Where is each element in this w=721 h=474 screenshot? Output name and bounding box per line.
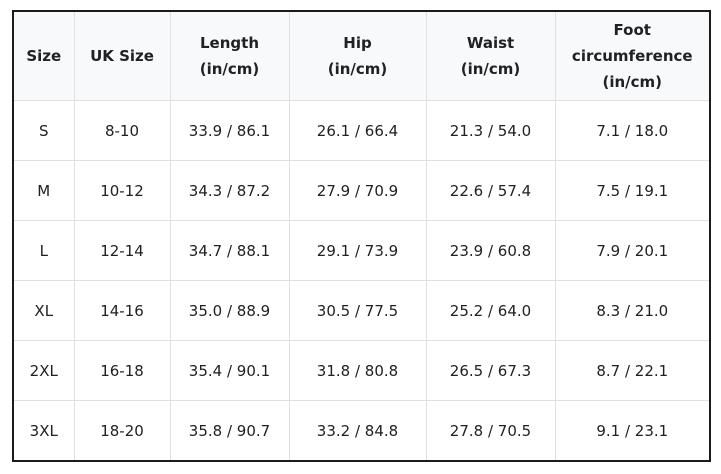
cell-foot-circumference: 7.1 / 18.0 [554,100,711,161]
cell-uk-size: 10-12 [73,160,171,221]
cell-foot-circumference: 9.1 / 23.1 [554,400,711,462]
cell-waist: 21.3 / 54.0 [425,100,556,161]
table-row-xl: XL 14-16 35.0 / 88.9 30.5 / 77.5 25.2 / … [12,280,711,341]
column-header-label: Foot circumference [571,20,693,65]
table-row-s: S 8-10 33.9 / 86.1 26.1 / 66.4 21.3 / 54… [12,100,711,161]
cell-foot-circumference: 7.5 / 19.1 [554,160,711,221]
cell-hip: 27.9 / 70.9 [288,160,427,221]
column-header-label: Waist [466,33,515,52]
cell-size: XL [12,280,75,341]
cell-size: 3XL [12,400,75,462]
cell-foot-circumference: 8.3 / 21.0 [554,280,711,341]
column-header-label: Length [200,33,259,52]
cell-waist: 25.2 / 64.0 [425,280,556,341]
cell-hip: 33.2 / 84.8 [288,400,427,462]
column-header-size: Size [12,10,75,101]
cell-uk-size: 18-20 [73,400,171,462]
column-header-label: UK Size [90,46,154,65]
table-row-2xl: 2XL 16-18 35.4 / 90.1 31.8 / 80.8 26.5 /… [12,340,711,401]
column-header-label: Size [26,46,62,65]
cell-size: M [12,160,75,221]
column-header-hip: Hip (in/cm) [288,10,427,101]
table-header-row: Size UK Size Length (in/cm) Hip (in/cm) … [12,10,711,101]
cell-foot-circumference: 7.9 / 20.1 [554,220,711,281]
cell-foot-circumference: 8.7 / 22.1 [554,340,711,401]
column-header-sublabel: (in/cm) [327,60,388,78]
column-header-uk-size: UK Size [73,10,171,101]
cell-waist: 22.6 / 57.4 [425,160,556,221]
cell-length: 35.0 / 88.9 [169,280,290,341]
cell-size: S [12,100,75,161]
table-row-m: M 10-12 34.3 / 87.2 27.9 / 70.9 22.6 / 5… [12,160,711,221]
cell-size: 2XL [12,340,75,401]
column-header-sublabel: (in/cm) [460,60,521,78]
cell-waist: 27.8 / 70.5 [425,400,556,462]
cell-length: 34.7 / 88.1 [169,220,290,281]
table-body: S 8-10 33.9 / 86.1 26.1 / 66.4 21.3 / 54… [12,100,711,462]
column-header-length: Length (in/cm) [169,10,290,101]
column-header-foot-circumference: Foot circumference (in/cm) [554,10,711,101]
cell-uk-size: 8-10 [73,100,171,161]
cell-uk-size: 14-16 [73,280,171,341]
cell-hip: 29.1 / 73.9 [288,220,427,281]
cell-hip: 26.1 / 66.4 [288,100,427,161]
cell-length: 35.4 / 90.1 [169,340,290,401]
column-header-label: Hip [343,33,372,52]
column-header-sublabel: (in/cm) [199,60,260,78]
cell-uk-size: 16-18 [73,340,171,401]
table-row-3xl: 3XL 18-20 35.8 / 90.7 33.2 / 84.8 27.8 /… [12,400,711,462]
cell-waist: 23.9 / 60.8 [425,220,556,281]
cell-length: 34.3 / 87.2 [169,160,290,221]
cell-length: 35.8 / 90.7 [169,400,290,462]
cell-size: L [12,220,75,281]
cell-hip: 31.8 / 80.8 [288,340,427,401]
column-header-waist: Waist (in/cm) [425,10,556,101]
cell-uk-size: 12-14 [73,220,171,281]
cell-waist: 26.5 / 67.3 [425,340,556,401]
table-row-l: L 12-14 34.7 / 88.1 29.1 / 73.9 23.9 / 6… [12,220,711,281]
cell-length: 33.9 / 86.1 [169,100,290,161]
column-header-sublabel: (in/cm) [602,73,663,92]
cell-hip: 30.5 / 77.5 [288,280,427,341]
size-chart-table: Size UK Size Length (in/cm) Hip (in/cm) … [12,10,711,462]
